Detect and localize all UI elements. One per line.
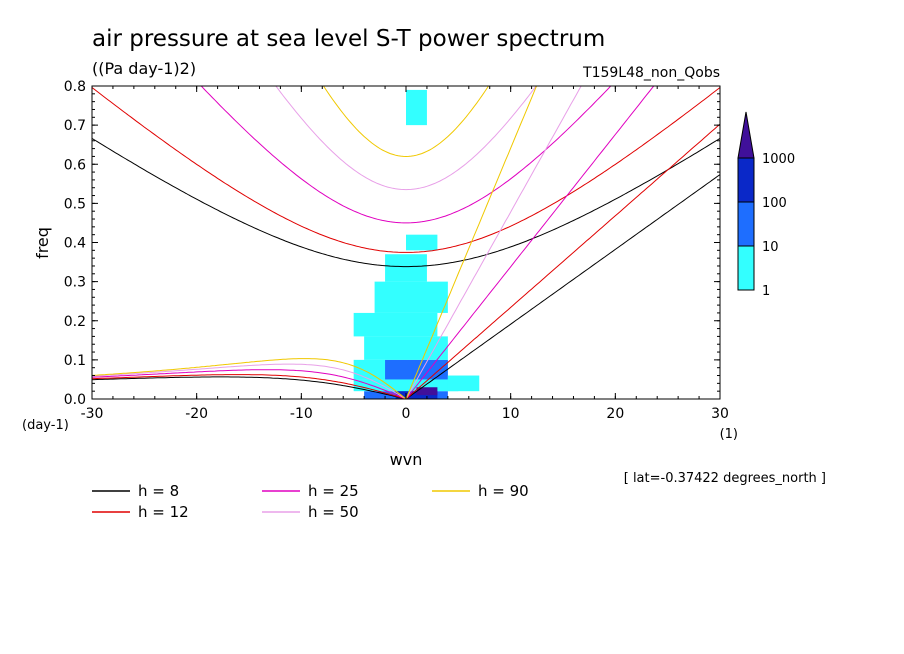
dispersion-curve-h12 xyxy=(92,374,407,399)
legend-label: h = 90 xyxy=(478,482,529,500)
dispersion-curve-h8 xyxy=(405,174,720,399)
y-tick-label: 0.0 xyxy=(64,392,86,408)
dispersion-curve-h8 xyxy=(92,376,407,399)
dispersion-curve-h50 xyxy=(92,363,407,399)
y-tick-label: 0.4 xyxy=(64,236,86,252)
colorbar-segment xyxy=(737,201,755,247)
colorbar: 1 10 100 1000 xyxy=(737,111,795,299)
dispersion-curve-h90 xyxy=(322,86,490,158)
plot-area: -30 -20 -10 0 10 20 30 0.00.10.20.30.40.50.60.… xyxy=(64,79,729,422)
x-tick-label: 10 xyxy=(502,406,520,422)
y-tick-label: 0.6 xyxy=(64,157,86,173)
legend-label: h = 8 xyxy=(138,482,179,500)
y-tick-label: 0.3 xyxy=(64,275,86,291)
curve-legend: h = 8 h = 12 h = 25 h = 50 h = 90 xyxy=(92,482,529,521)
footnote: [ lat=-0.37422 degrees_north ] xyxy=(624,471,826,486)
y-tick-label: 0.1 xyxy=(64,353,86,369)
spectrum-cell xyxy=(416,387,438,396)
x-unit-label: (1) xyxy=(720,427,738,442)
y-tick-label: 0.5 xyxy=(64,196,86,212)
dispersion-curve-h90 xyxy=(92,358,407,399)
colorbar-extend-arrow xyxy=(737,111,755,159)
y-tick-label: 0.2 xyxy=(64,314,86,330)
dispersion-curves xyxy=(92,86,720,399)
spectrum-cells xyxy=(353,89,480,399)
x-axis-label: wvn xyxy=(390,450,423,469)
legend-label: h = 50 xyxy=(308,503,359,521)
dispersion-curve-h25 xyxy=(405,86,655,399)
spectrum-cell xyxy=(353,379,459,392)
legend-label: h = 25 xyxy=(308,482,359,500)
run-label: T159L48_non_Qobs xyxy=(582,65,720,81)
x-tick-label: -10 xyxy=(290,406,313,422)
colorbar-segment xyxy=(737,157,755,203)
dispersion-curve-h25 xyxy=(92,369,407,399)
spectrum-cell xyxy=(353,312,438,337)
dispersion-curve-h50 xyxy=(405,86,582,399)
chart-title: air pressure at sea level S-T power spec… xyxy=(92,26,605,52)
dispersion-curve-h25 xyxy=(200,86,612,224)
spectrum-cell xyxy=(406,89,427,126)
x-tick-label: -20 xyxy=(185,406,208,422)
chart-subtitle: ((Pa day-1)2) xyxy=(92,59,196,78)
y-axis: 0.0 0.1 0.2 0.3 0.4 0.5 0.6 0.7 0.8 xyxy=(64,79,720,408)
spectrum-cell xyxy=(447,375,480,392)
dispersion-curve-h12 xyxy=(92,87,720,253)
x-tick-label: 20 xyxy=(606,406,624,422)
spectrum-cell xyxy=(364,336,448,360)
colorbar-segment xyxy=(737,245,755,291)
dispersion-curve-h90 xyxy=(405,86,538,399)
y-unit-label: (day-1) xyxy=(22,418,69,433)
dispersion-curve-h50 xyxy=(275,86,537,191)
y-axis-label: freq xyxy=(33,227,52,259)
spectrum-cell xyxy=(385,254,427,282)
spectrum-cell xyxy=(406,234,438,251)
colorbar-label: 100 xyxy=(762,196,787,211)
legend-label: h = 12 xyxy=(138,503,189,521)
y-tick-label: 0.8 xyxy=(64,79,86,95)
x-tick-label: 30 xyxy=(711,406,729,422)
dispersion-curve-h12 xyxy=(405,123,720,399)
colorbar-label: 1000 xyxy=(762,152,795,167)
x-tick-label: 0 xyxy=(402,406,411,422)
x-axis: -30 -20 -10 0 10 20 30 xyxy=(81,86,729,422)
colorbar-label: 1 xyxy=(762,284,770,299)
spectrum-cell xyxy=(385,359,448,380)
colorbar-label: 10 xyxy=(762,240,779,255)
y-tick-label: 0.7 xyxy=(64,118,86,134)
spectrum-cell xyxy=(374,281,448,313)
dispersion-curve-h8 xyxy=(92,137,720,268)
x-tick-label: -30 xyxy=(81,406,104,422)
